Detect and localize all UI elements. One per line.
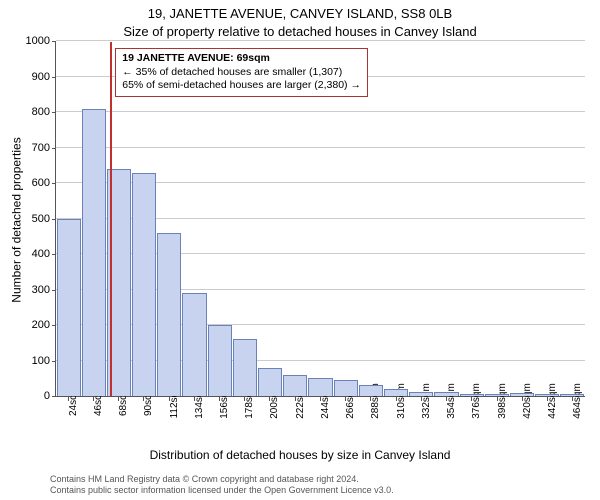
annotation-line3: 65% of semi-detached houses are larger (… [122,79,361,93]
annotation-line2: ← 35% of detached houses are smaller (1,… [122,66,361,80]
footer-line1: Contains HM Land Registry data © Crown c… [50,474,394,485]
y-tick-label: 600 [32,177,56,189]
bar [258,368,282,396]
x-tick: 222sqm [282,397,307,447]
x-tick: 464sqm [560,397,585,447]
x-tick: 90sqm [131,397,156,447]
y-tick-label: 300 [32,284,56,296]
x-tick: 46sqm [80,397,105,447]
x-tick: 420sqm [509,397,534,447]
y-tick-label: 900 [32,71,56,83]
bar [560,394,584,396]
x-tick: 398sqm [484,397,509,447]
bar [182,293,206,396]
y-tick-label: 400 [32,248,56,260]
y-tick-label: 100 [32,355,56,367]
bar [510,393,534,396]
bar [283,375,307,396]
x-tick: 288sqm [358,397,383,447]
bar [208,325,232,396]
title-subtitle: Size of property relative to detached ho… [0,24,600,39]
y-tick-label: 800 [32,106,56,118]
bar [434,392,458,396]
x-tick: 332sqm [408,397,433,447]
bar [132,173,156,396]
y-tick-label: 200 [32,319,56,331]
x-tick: 134sqm [181,397,206,447]
x-tick: 68sqm [105,397,130,447]
bar [57,219,81,396]
x-tick: 266sqm [333,397,358,447]
chart-container: 19, JANETTE AVENUE, CANVEY ISLAND, SS8 0… [0,0,600,500]
footer-credits: Contains HM Land Registry data © Crown c… [50,474,394,496]
bar [334,380,358,396]
annotation-line1: 19 JANETTE AVENUE: 69sqm [122,52,361,66]
plot-area: 19 JANETTE AVENUE: 69sqm ← 35% of detach… [55,42,585,397]
x-tick: 178sqm [232,397,257,447]
x-tick: 244sqm [307,397,332,447]
x-tick: 24sqm [55,397,80,447]
bar [359,385,383,396]
x-ticks: 24sqm46sqm68sqm90sqm112sqm134sqm156sqm17… [55,397,585,447]
bar [485,394,509,396]
x-tick: 376sqm [459,397,484,447]
title-address: 19, JANETTE AVENUE, CANVEY ISLAND, SS8 0… [0,6,600,21]
y-tick-label: 1000 [26,35,56,47]
bar [409,392,433,396]
x-tick: 354sqm [434,397,459,447]
x-tick: 112sqm [156,397,181,447]
bar [535,394,559,396]
reference-line [110,42,112,396]
bar [157,233,181,396]
footer-line2: Contains public sector information licen… [50,485,394,496]
x-tick: 310sqm [383,397,408,447]
y-tick-label: 500 [32,213,56,225]
x-tick: 156sqm [206,397,231,447]
bar [308,378,332,396]
bar [384,389,408,396]
bar [82,109,106,396]
x-tick: 200sqm [257,397,282,447]
x-tick: 442sqm [534,397,559,447]
gridline [56,40,585,41]
y-axis-label: Number of detached properties [10,42,24,397]
x-axis-label: Distribution of detached houses by size … [0,448,600,462]
bar [460,394,484,396]
bar [233,339,257,396]
y-tick-label: 700 [32,142,56,154]
annotation-box: 19 JANETTE AVENUE: 69sqm ← 35% of detach… [115,48,368,97]
